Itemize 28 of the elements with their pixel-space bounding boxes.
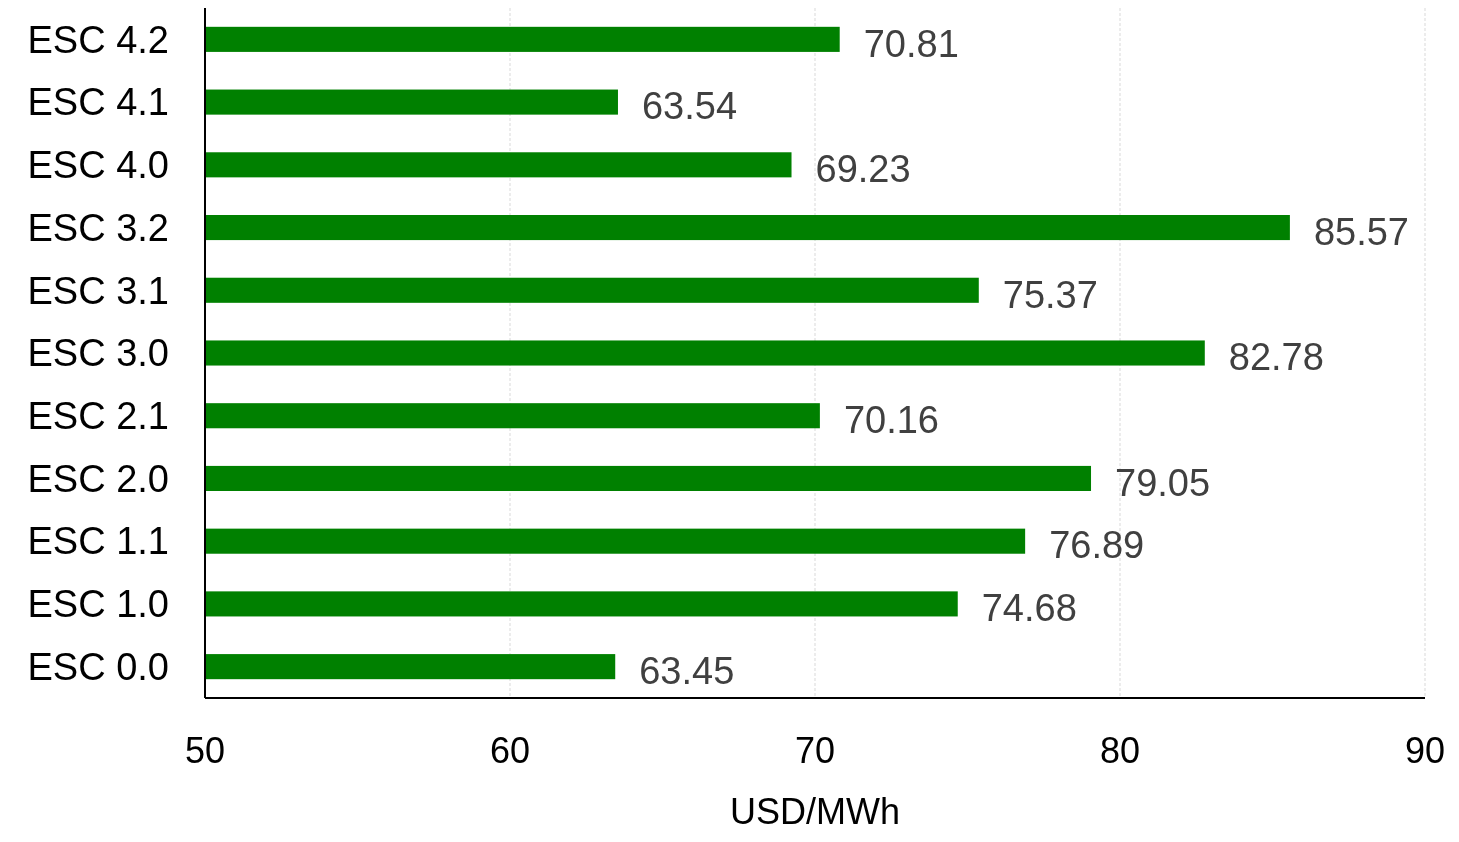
y-tick-label: ESC 1.1	[27, 520, 169, 563]
x-axis-title: USD/MWh	[730, 791, 900, 832]
y-tick-label: ESC 2.0	[27, 457, 169, 500]
data-label: 75.37	[1002, 273, 1098, 316]
y-tick-label: ESC 2.1	[27, 395, 169, 438]
data-label: 69.23	[815, 148, 911, 191]
data-label: 70.16	[843, 399, 939, 442]
x-tick-label: 90	[1404, 729, 1446, 771]
y-tick-label: ESC 3.1	[27, 269, 169, 312]
y-tick-label: ESC 4.2	[27, 18, 169, 61]
x-tick-label: 60	[489, 729, 531, 771]
data-label: 63.45	[639, 649, 735, 692]
data-label: 63.54	[641, 85, 738, 128]
y-tick-label: ESC 4.1	[27, 81, 169, 124]
data-label: 82.78	[1228, 336, 1324, 379]
x-tick-label: 70	[794, 729, 836, 771]
data-label: 70.81	[863, 22, 959, 65]
x-tick-label: 50	[184, 729, 226, 771]
y-tick-label: ESC 3.0	[27, 332, 169, 375]
y-tick-label: ESC 3.2	[27, 206, 169, 249]
y-tick-label: ESC 4.0	[27, 144, 169, 187]
data-label: 74.68	[981, 587, 1077, 630]
data-label: 85.57	[1313, 210, 1409, 253]
x-tick-label: 80	[1099, 729, 1141, 771]
y-tick-label: ESC 0.0	[27, 645, 169, 688]
y-tick-label: ESC 1.0	[27, 583, 169, 626]
data-label: 76.89	[1049, 524, 1145, 567]
data-label: 79.05	[1115, 461, 1211, 504]
